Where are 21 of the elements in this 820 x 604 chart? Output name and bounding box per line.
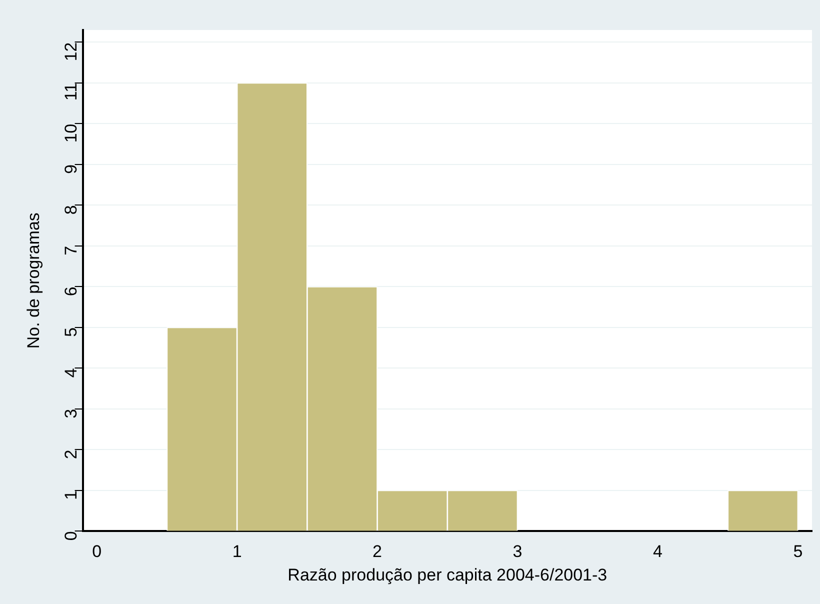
x-tick-label: 2 bbox=[372, 542, 382, 562]
y-tick-label: 6 bbox=[61, 286, 80, 296]
x-tick-label: 4 bbox=[653, 542, 662, 562]
y-tick-label: 3 bbox=[61, 408, 80, 418]
y-tick-label: 8 bbox=[61, 205, 80, 215]
y-tick-label: 4 bbox=[61, 368, 80, 378]
y-tick-label: 11 bbox=[61, 82, 80, 101]
x-tick-label: 0 bbox=[92, 542, 102, 562]
y-tick-label: 9 bbox=[61, 164, 80, 174]
y-tick-label: 10 bbox=[61, 124, 80, 143]
x-axis-title: Razão produção per capita 2004-6/2001-3 bbox=[288, 565, 608, 584]
y-tick-label: 0 bbox=[61, 531, 80, 541]
y-tick-label: 5 bbox=[61, 327, 80, 337]
x-tick-label: 3 bbox=[512, 542, 522, 562]
x-tick-label: 1 bbox=[232, 542, 242, 562]
y-tick-label: 12 bbox=[61, 42, 80, 62]
x-tick-label: 5 bbox=[793, 542, 803, 562]
y-tick-label: 1 bbox=[61, 490, 80, 500]
y-tick-label: 7 bbox=[61, 246, 80, 256]
y-tick-label: 2 bbox=[61, 450, 80, 460]
y-axis-title: No. de programas bbox=[24, 212, 43, 349]
